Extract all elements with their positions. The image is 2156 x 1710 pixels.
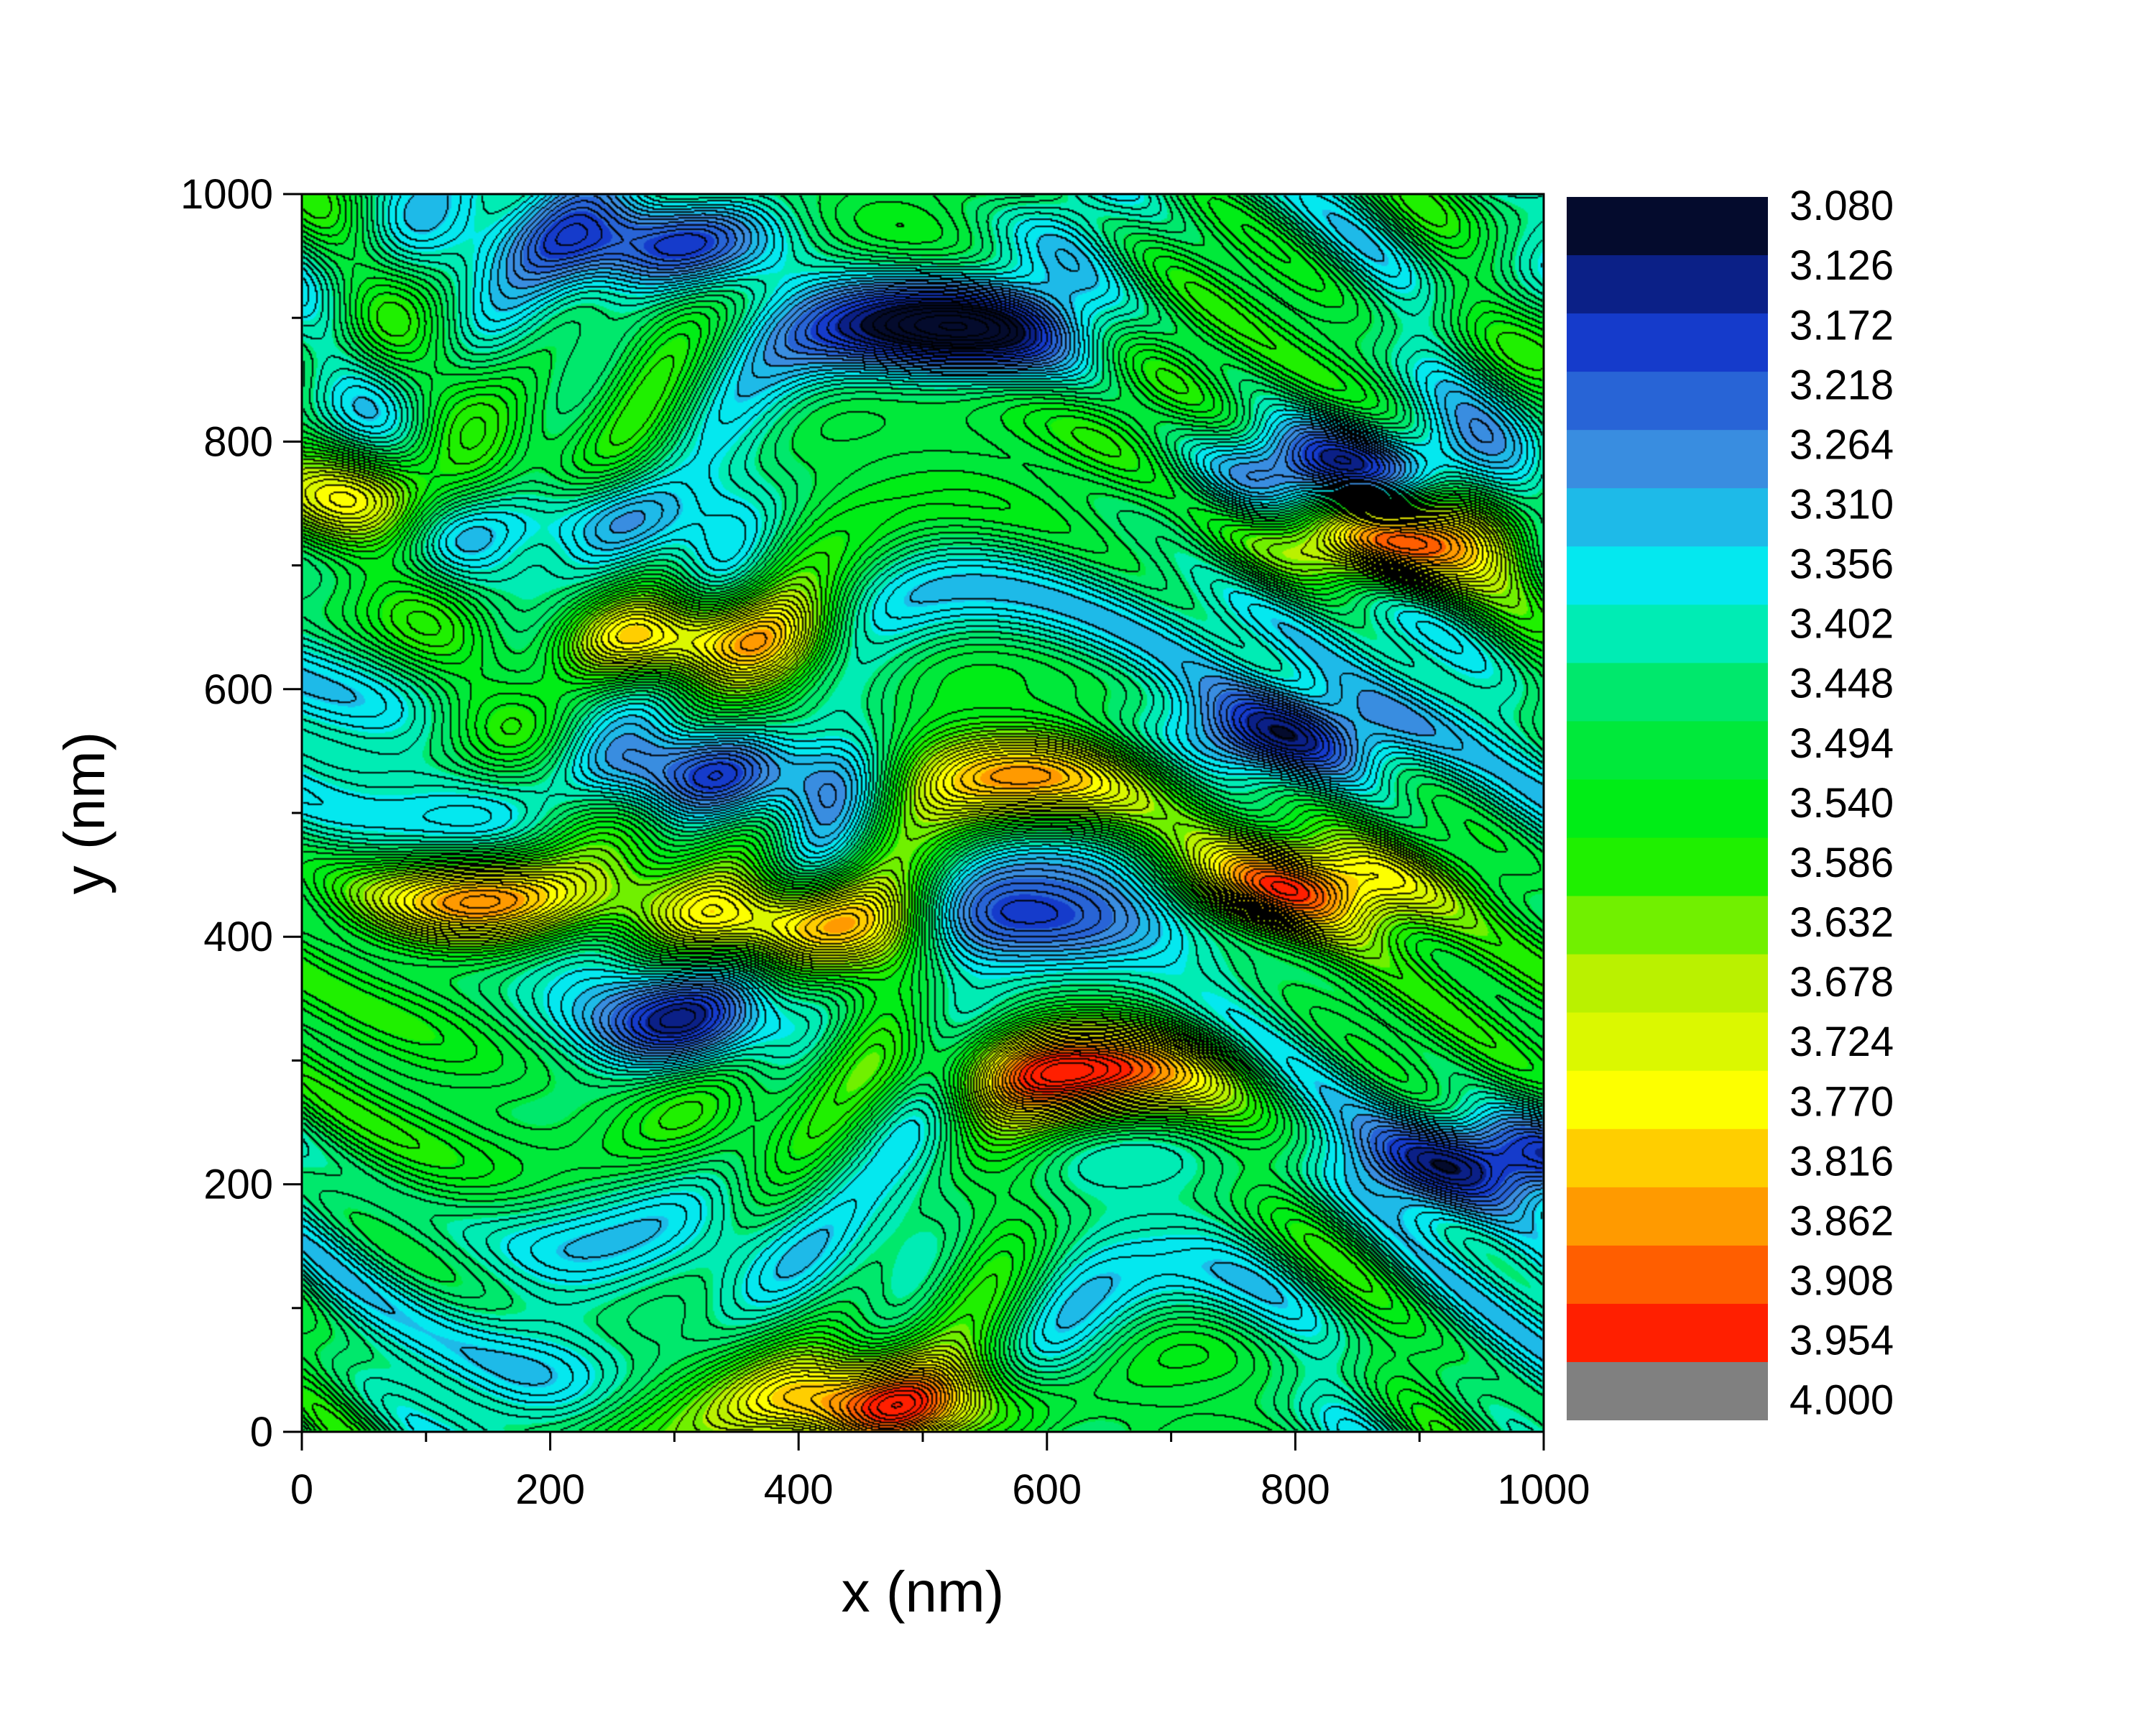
colorbar-label: 3.448 [1789,661,1894,707]
y-axis: 0 200 400 600 800 1000 [180,171,302,1456]
plot-frame [300,193,1545,1433]
colorbar-labels: 3.080 3.126 3.172 3.218 3.264 3.310 3.356 3.402… [1789,183,1894,1423]
colorbar-segment [1567,372,1768,431]
colorbar-label: 3.724 [1789,1019,1894,1065]
colorbar-segment [1567,1187,1768,1246]
colorbar-label: 3.816 [1789,1138,1894,1185]
colorbar-segment [1567,954,1768,1013]
colorbar-label: 3.678 [1789,959,1894,1006]
x-tick-label: 1000 [1497,1466,1590,1513]
y-tick-label: 1000 [180,171,273,218]
colorbar-label: 3.126 [1789,242,1894,289]
colorbar-label: 3.310 [1789,482,1894,528]
colorbar-label: 3.494 [1789,720,1894,767]
colorbar-label: 3.770 [1789,1078,1894,1125]
colorbar-label: 3.586 [1789,840,1894,886]
colorbar-segment [1567,663,1768,722]
colorbar-segment [1567,896,1768,955]
colorbar-segment [1567,1070,1768,1130]
colorbar-segment [1567,1303,1768,1363]
colorbar-label: 3.632 [1789,899,1894,946]
colorbar-label: 3.402 [1789,601,1894,648]
y-axis-title: y (nm) [52,732,116,895]
x-tick-label: 400 [764,1466,834,1513]
colorbar-label: 3.080 [1789,183,1894,229]
colorbar-segment [1567,605,1768,664]
colorbar-segment [1567,779,1768,839]
colorbar-label: 3.172 [1789,302,1894,349]
x-tick-label: 200 [515,1466,585,1513]
contour-heatmap [302,194,1544,1432]
colorbar-label: 3.540 [1789,780,1894,827]
colorbar-segment [1567,313,1768,373]
colorbar-segment [1567,546,1768,606]
colorbar-label: 4.000 [1789,1377,1894,1424]
colorbar-end-segment [1567,1361,1768,1420]
y-tick-label: 800 [203,418,273,465]
colorbar-segment [1567,488,1768,548]
colorbar-label: 3.862 [1789,1198,1894,1244]
x-axis: 0 200 400 600 800 1000 [290,1432,1590,1513]
y-tick-label: 600 [203,666,273,713]
colorbar-segment [1567,430,1768,489]
colorbar-label: 3.218 [1789,362,1894,408]
colorbar-segment [1567,721,1768,781]
colorbar [1567,197,1768,1420]
x-tick-label: 0 [290,1466,313,1513]
colorbar-label: 3.954 [1789,1318,1894,1364]
x-tick-label: 800 [1261,1466,1330,1513]
colorbar-label: 3.356 [1789,541,1894,588]
y-tick-label: 400 [203,914,273,960]
colorbar-segment [1567,1012,1768,1072]
y-tick-label: 0 [250,1409,273,1456]
x-tick-label: 600 [1012,1466,1082,1513]
colorbar-segment [1567,1245,1768,1305]
colorbar-segment [1567,255,1768,315]
colorbar-segment [1567,1128,1768,1188]
colorbar-label: 3.908 [1789,1257,1894,1304]
colorbar-label: 3.264 [1789,421,1894,468]
colorbar-segment [1567,197,1768,257]
colorbar-segment [1567,837,1768,897]
x-axis-title: x (nm) [842,1560,1005,1624]
y-tick-label: 200 [203,1162,273,1208]
